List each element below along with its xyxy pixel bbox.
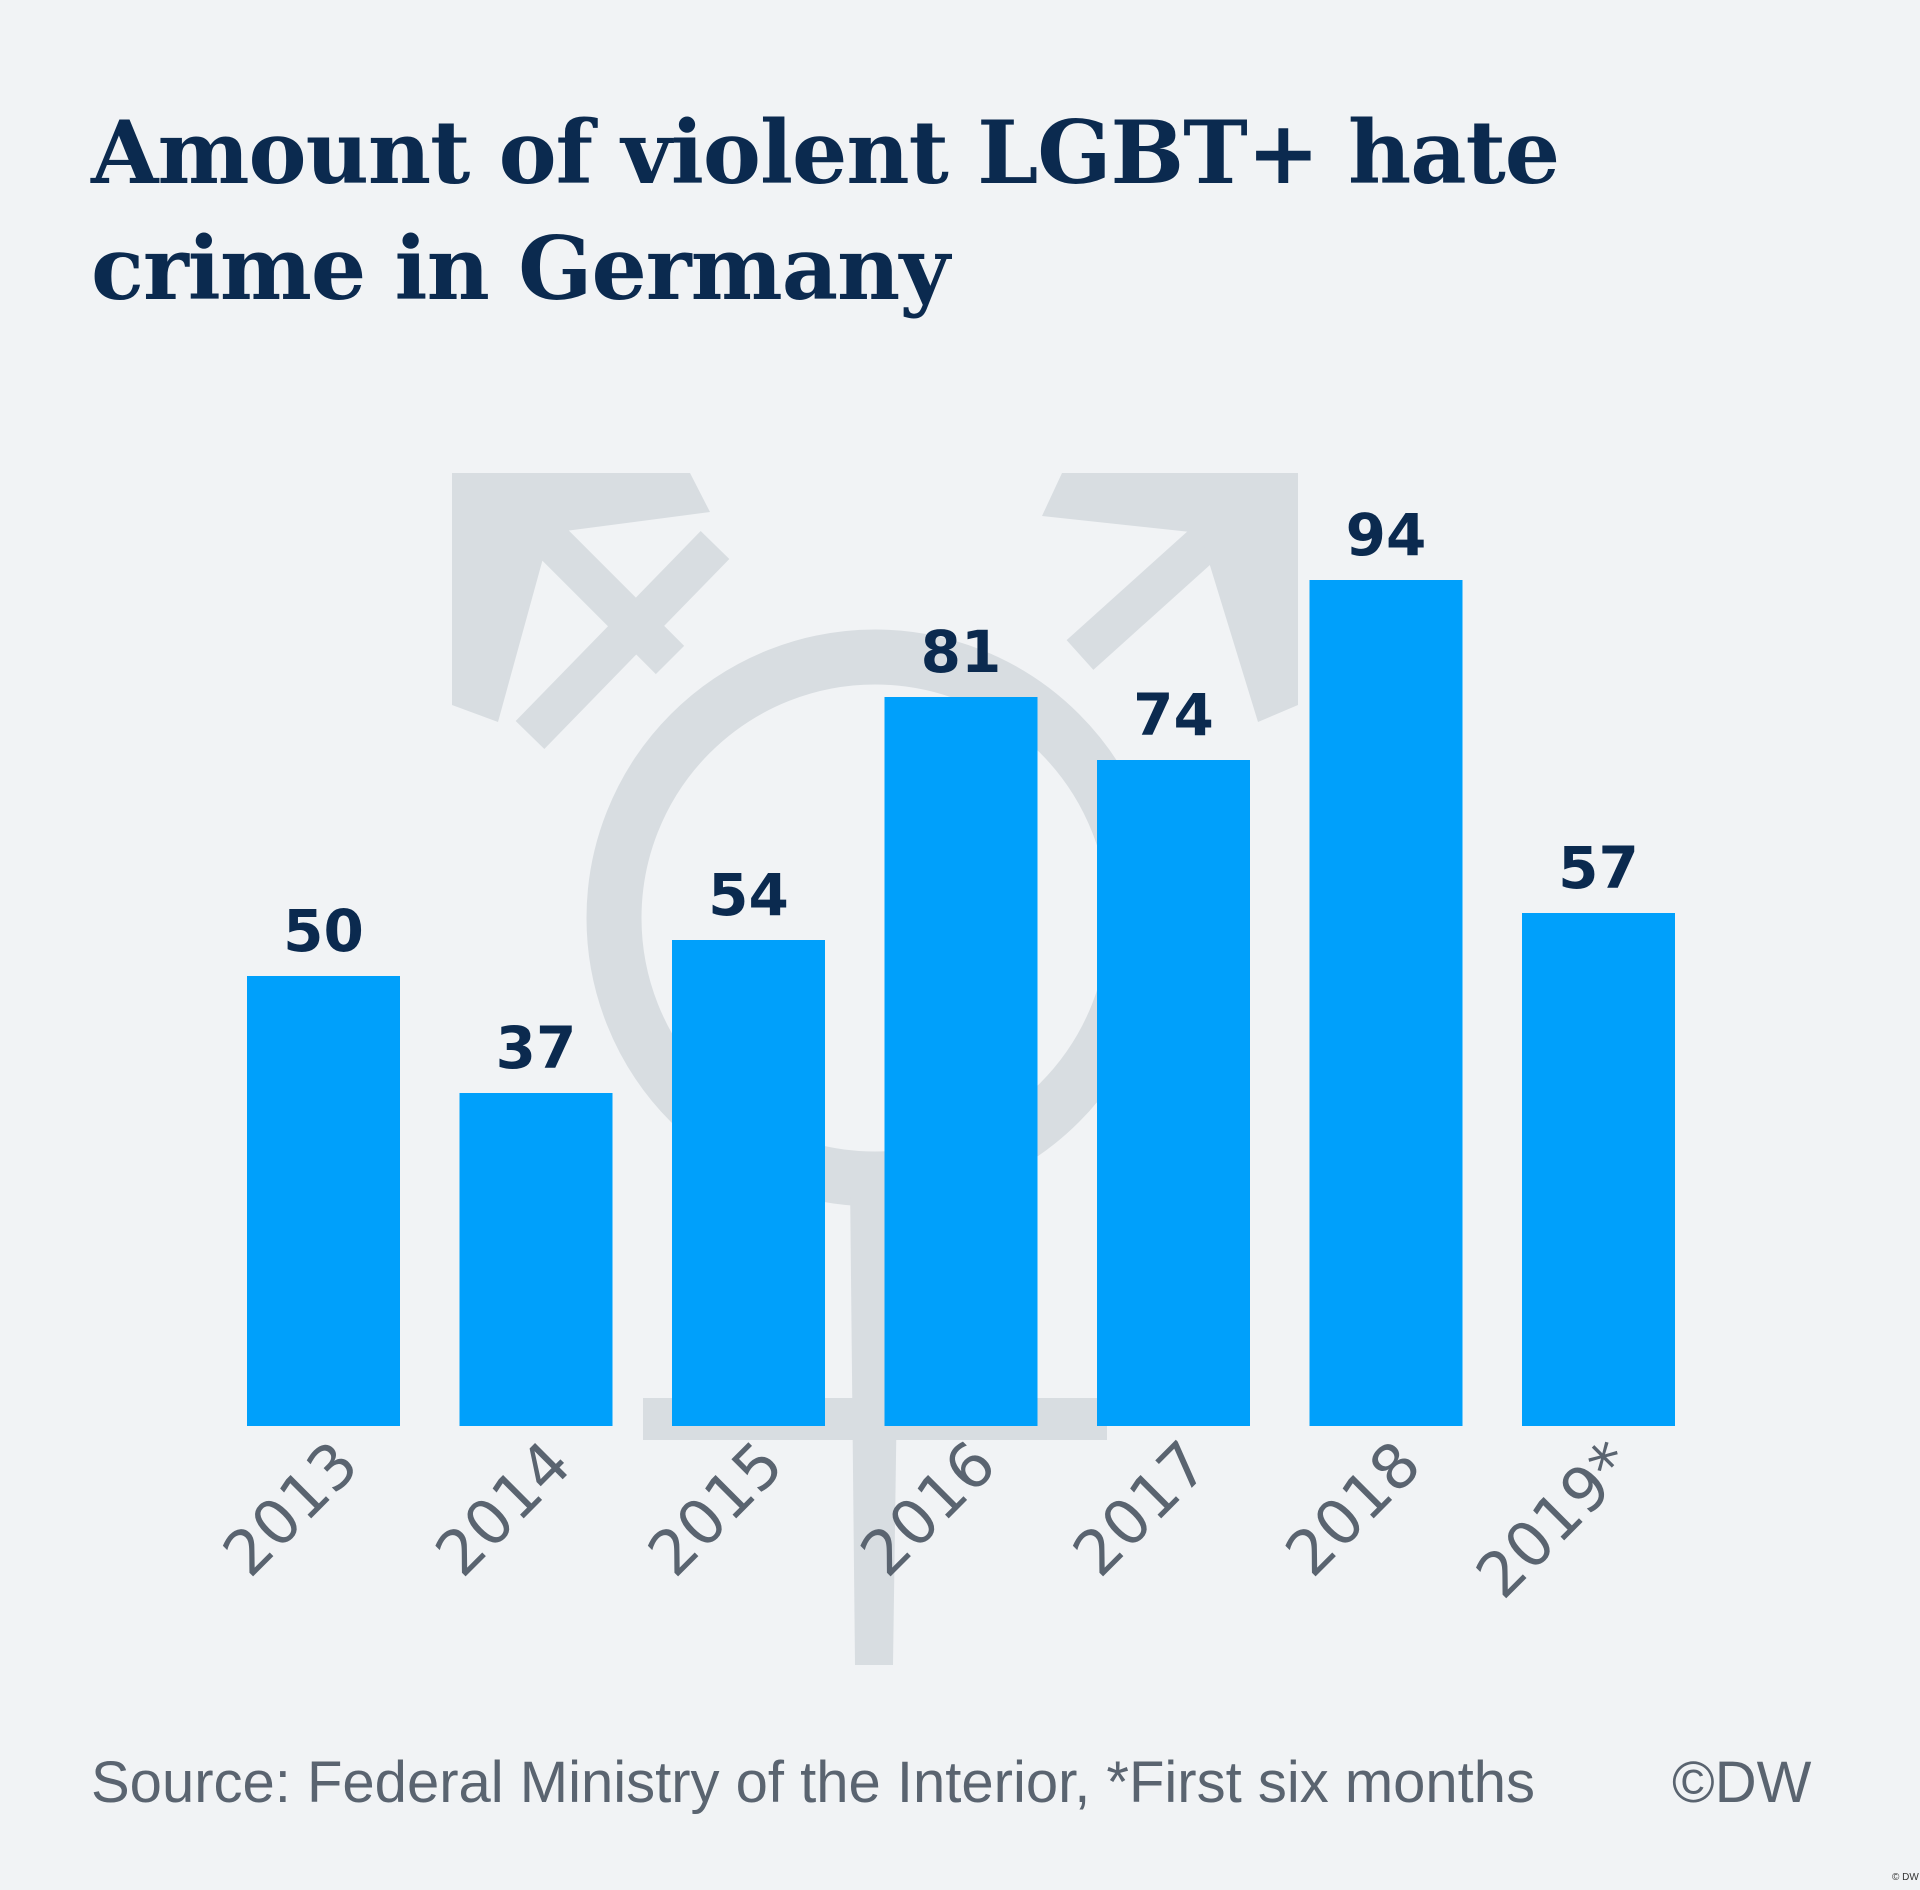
bar-2019* [1522,913,1675,1426]
bar-2015 [672,940,825,1426]
x-tick-labels-layer: 2013 2014 2015 2016 2017 2018 2019* [209,1427,1647,1612]
x-tick-label-2014: 2014 [421,1427,584,1590]
x-tick-label-2018: 2018 [1271,1427,1434,1590]
chart-title: Amount of violent LGBT+ hate crime in Ge… [91,101,1560,320]
dw-copyright: ©DW [1672,1750,1812,1815]
value-label-2015: 54 [708,861,789,929]
x-tick-label-2015: 2015 [634,1427,797,1590]
corner-copyright: © DW [1892,1872,1919,1883]
value-label-2019*: 57 [1558,834,1639,902]
bar-2016 [884,697,1038,1426]
bar-2014 [459,1093,613,1426]
value-label-2017: 74 [1133,681,1214,749]
x-tick-label-2013: 2013 [209,1427,372,1590]
source-note: Source: Federal Ministry of the Interior… [91,1750,1536,1815]
bar-2017 [1097,760,1250,1426]
value-label-2016: 81 [921,618,1002,686]
x-tick-label-2019*: 2019* [1462,1427,1647,1612]
x-tick-label-2017: 2017 [1059,1427,1222,1590]
bar-2013 [247,976,400,1426]
bar-2018 [1309,580,1463,1426]
value-label-2014: 37 [496,1014,577,1082]
bars-layer [247,580,1675,1426]
value-label-2013: 50 [283,897,364,965]
value-label-2018: 94 [1346,501,1427,569]
value-labels-layer: 50 37 54 81 74 94 57 [283,501,1639,1082]
